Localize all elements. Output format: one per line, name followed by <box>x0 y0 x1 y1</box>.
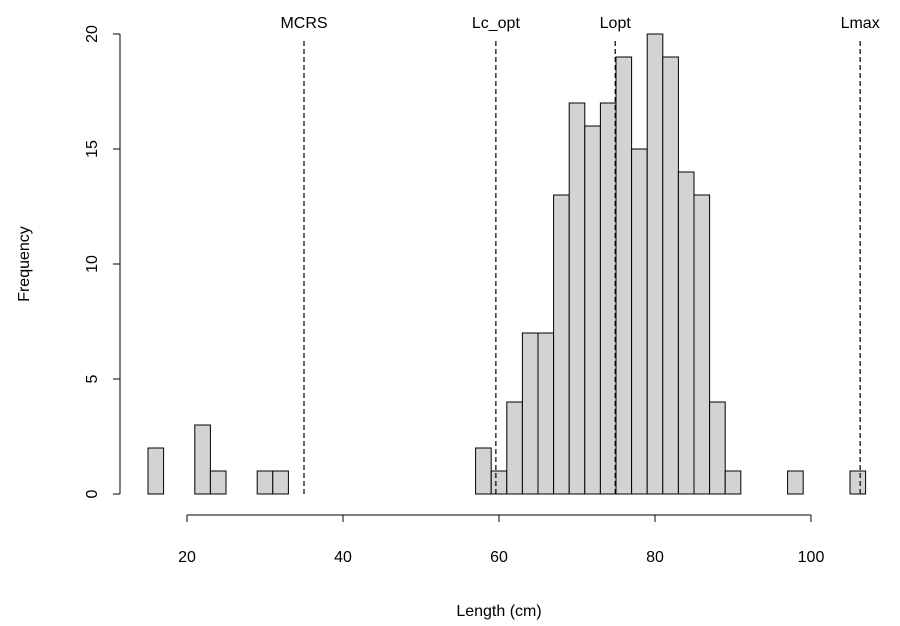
bar <box>537 332 555 495</box>
bar <box>724 470 742 495</box>
bar <box>646 33 664 495</box>
bar <box>209 470 227 495</box>
bar <box>506 401 523 495</box>
bar <box>787 470 804 495</box>
reference-label: MCRS <box>280 15 327 32</box>
bar <box>256 470 274 495</box>
bar <box>849 470 867 495</box>
bar <box>475 447 492 495</box>
y-tick-label: 15 <box>84 140 101 158</box>
bar <box>599 102 617 495</box>
y-tick-label: 10 <box>84 255 101 273</box>
bar <box>615 56 633 495</box>
bar <box>490 470 508 495</box>
y-tick-label: 20 <box>84 25 101 43</box>
x-tick-label: 80 <box>646 549 664 566</box>
x-tick-label: 60 <box>490 549 508 566</box>
bar <box>521 332 539 495</box>
reference-label: Lmax <box>841 15 880 32</box>
bar <box>272 470 289 495</box>
y-axis-label: Frequency <box>16 226 33 302</box>
bar <box>709 401 726 495</box>
bar <box>677 171 695 495</box>
x-axis-label: Length (cm) <box>456 603 541 620</box>
bar <box>662 56 679 495</box>
bar <box>584 125 601 495</box>
x-tick-label: 40 <box>334 549 352 566</box>
y-tick-label: 5 <box>84 374 101 383</box>
bar <box>553 194 570 495</box>
x-tick-label: 20 <box>178 549 196 566</box>
bar <box>194 424 211 495</box>
x-tick-label: 100 <box>798 549 825 566</box>
bar <box>147 447 165 495</box>
bar <box>568 102 586 495</box>
bar <box>631 148 648 495</box>
y-tick-label: 0 <box>84 489 101 498</box>
bar <box>693 194 711 495</box>
reference-label: Lopt <box>600 15 632 32</box>
reference-label: Lc_opt <box>472 15 521 32</box>
